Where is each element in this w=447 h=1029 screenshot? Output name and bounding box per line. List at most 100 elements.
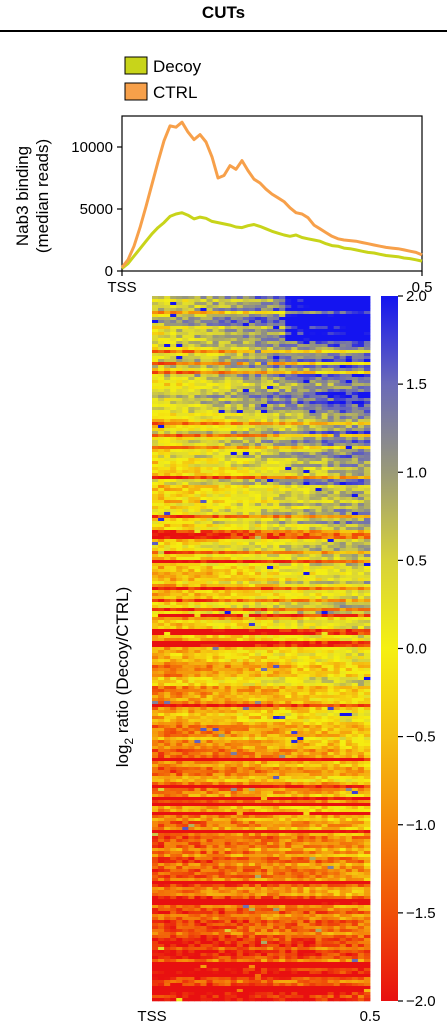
heatmap-cell [158, 524, 164, 527]
heatmap-cell [207, 593, 213, 596]
heatmap-cell [328, 635, 334, 638]
heatmap-cell [309, 509, 315, 512]
heatmap-cell [152, 374, 158, 377]
heatmap-cell [164, 365, 170, 368]
heatmap-cell [316, 326, 322, 329]
heatmap-cell [285, 422, 291, 425]
heatmap-cell [182, 512, 188, 515]
heatmap-cell [261, 566, 267, 569]
heatmap-cell [219, 650, 225, 653]
heatmap-cell [261, 317, 267, 320]
heatmap-cell [297, 587, 303, 590]
heatmap-cell [225, 449, 231, 452]
heatmap-cell [207, 461, 213, 464]
heatmap-cell [176, 335, 182, 338]
heatmap-cell [316, 629, 322, 632]
heatmap-cell [279, 296, 285, 299]
heatmap-cell [297, 443, 303, 446]
heatmap-cell [170, 614, 176, 617]
heatmap-cell [219, 362, 225, 365]
heatmap-cell [328, 374, 334, 377]
heatmap-cell [328, 554, 334, 557]
heatmap-cell [182, 701, 188, 704]
heatmap-cell [170, 503, 176, 506]
heatmap-cell [176, 689, 182, 692]
heatmap-cell [207, 545, 213, 548]
heatmap-cell [346, 323, 352, 326]
heatmap-cell [158, 512, 164, 515]
heatmap-cell [285, 620, 291, 623]
heatmap-cell [237, 458, 243, 461]
heatmap-cell [261, 533, 267, 536]
heatmap-cell [158, 557, 164, 560]
heatmap-cell [182, 377, 188, 380]
heatmap-cell [309, 590, 315, 593]
heatmap-cell [176, 530, 182, 533]
heatmap-cell [267, 512, 273, 515]
heatmap-cell [152, 389, 158, 392]
heatmap-cell [267, 302, 273, 305]
heatmap-cell [309, 626, 315, 629]
heatmap-cell [261, 413, 267, 416]
heatmap-cell [231, 443, 237, 446]
heatmap-cell [176, 332, 182, 335]
heatmap-cell [261, 638, 267, 641]
heatmap-cell [188, 626, 194, 629]
heatmap-cell [316, 473, 322, 476]
heatmap-cell [279, 302, 285, 305]
heatmap-cell [249, 338, 255, 341]
heatmap-cell [152, 311, 158, 314]
heatmap-cell [297, 374, 303, 377]
heatmap-cell [207, 563, 213, 566]
heatmap-cell [182, 587, 188, 590]
heatmap-cell [273, 446, 279, 449]
heatmap-cell [243, 404, 249, 407]
heatmap-cell [309, 701, 315, 704]
heatmap-cell [285, 437, 291, 440]
heatmap-cell [273, 482, 279, 485]
heatmap-cell [194, 674, 200, 677]
heatmap-cell [267, 407, 273, 410]
heatmap-cell [176, 515, 182, 518]
heatmap-cell [328, 302, 334, 305]
heatmap-cell [152, 365, 158, 368]
heatmap-cell [309, 365, 315, 368]
heatmap-cell [182, 299, 188, 302]
heatmap-cell [213, 611, 219, 614]
heatmap-cell [194, 656, 200, 659]
heatmap-cell [176, 314, 182, 317]
heatmap-cell [291, 479, 297, 482]
heatmap-cell [243, 470, 249, 473]
heatmap-cell [340, 440, 346, 443]
heatmap-cell [297, 467, 303, 470]
heatmap-cell [261, 416, 267, 419]
heatmap-cell [188, 491, 194, 494]
heatmap-cell [176, 308, 182, 311]
heatmap-cell [207, 467, 213, 470]
heatmap-cell [225, 398, 231, 401]
heatmap-cell [261, 698, 267, 701]
heatmap-cell [346, 512, 352, 515]
heatmap-cell [182, 470, 188, 473]
heatmap-cell [352, 656, 358, 659]
heatmap-cell [297, 347, 303, 350]
heatmap-cell [164, 536, 170, 539]
heatmap-cell [152, 695, 158, 698]
heatmap-cell [213, 698, 219, 701]
heatmap-cell [194, 662, 200, 665]
heatmap-cell [316, 689, 322, 692]
heatmap-cell [322, 689, 328, 692]
heatmap-cell [243, 599, 249, 602]
heatmap-cell [346, 458, 352, 461]
heatmap-cell [358, 473, 364, 476]
heatmap-cell [309, 443, 315, 446]
heatmap-cell [334, 545, 340, 548]
heatmap-cell [261, 632, 267, 635]
heatmap-cell [352, 695, 358, 698]
heatmap-cell [279, 674, 285, 677]
heatmap-cell [346, 641, 352, 644]
heatmap-cell [231, 527, 237, 530]
heatmap-cell [158, 530, 164, 533]
heatmap-cell [316, 395, 322, 398]
heatmap-cell [170, 581, 176, 584]
